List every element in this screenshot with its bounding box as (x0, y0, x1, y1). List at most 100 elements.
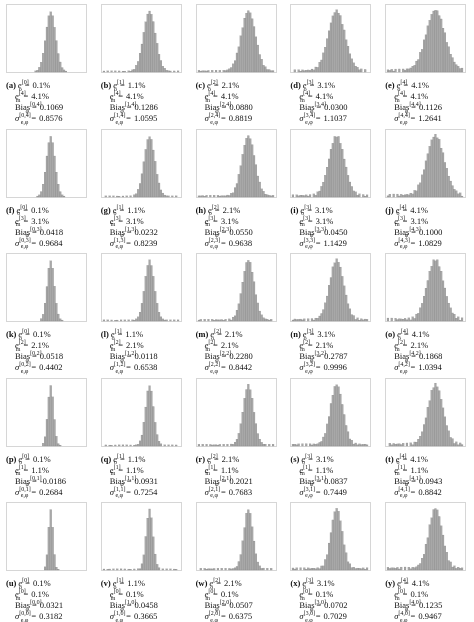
hist-bar (55, 40, 58, 73)
hist-bar (233, 60, 236, 73)
hist-bar (214, 319, 217, 322)
value: 3.1% (126, 215, 144, 226)
symbol: e (204, 91, 209, 101)
hist-bar (447, 175, 450, 197)
equals: = (307, 215, 313, 226)
hist-bar (256, 44, 259, 73)
equals: = (402, 91, 408, 101)
hist-bar (328, 158, 331, 197)
hist-bar (262, 567, 265, 571)
hist-bar (409, 67, 412, 73)
hist-bar (106, 319, 109, 322)
value: 0.2787 (324, 351, 348, 361)
hist-bar (316, 318, 320, 322)
hist-bar (140, 173, 143, 197)
equals: = (410, 113, 416, 123)
superscript: [4,4] (409, 102, 421, 109)
hist-bar (224, 195, 227, 197)
histogram (100, 128, 182, 198)
hist-bar (225, 194, 229, 197)
hist-bar (453, 188, 456, 197)
caption-line: σ[1,2]e,φ = 0.6538 (101, 362, 158, 375)
value: 0.1000 (418, 226, 443, 237)
subscript: e,φ (20, 119, 29, 126)
caption-line: σ[4,2]e,φ = 1.0394 (385, 362, 442, 375)
hist-bar (248, 12, 251, 73)
caption-line: e[1]m = 1.1% (290, 464, 347, 478)
value: 2.1% (126, 340, 144, 350)
caption-line: σ[4,3]e,φ = 1.0829 (385, 238, 442, 251)
plot-frame (195, 502, 277, 571)
hist-bar (358, 568, 361, 571)
symbol: e (394, 215, 398, 226)
equals: = (410, 611, 416, 621)
subscript: e,φ (115, 244, 124, 251)
caption: (c) e[2]o = 2.1% e[4]m = 4.1% Bias[2,4]φ = 0.0880… (196, 80, 253, 126)
symbol: σ (109, 237, 114, 248)
hist-bar (152, 536, 155, 571)
hist-bar (250, 144, 253, 197)
hist-bar (318, 315, 321, 322)
superscript: [2,1] (208, 486, 221, 493)
hist-bar (349, 181, 352, 197)
value: 0.8442 (228, 362, 253, 372)
symbol: e (299, 464, 304, 475)
equals: = (402, 589, 408, 599)
hist-bar (271, 194, 274, 197)
hist-bar (169, 319, 172, 322)
caption-line: e[4]m = 4.1% (290, 91, 347, 104)
histogram (100, 377, 182, 447)
hist-bar (311, 68, 314, 73)
equals: = (220, 486, 226, 497)
subscript: m (205, 97, 211, 104)
hist-bar (430, 517, 433, 571)
hist-bar (332, 142, 335, 197)
value: 1.1% (127, 453, 146, 464)
hist-bar (208, 194, 211, 197)
hist-bar (438, 266, 441, 322)
histogram (6, 253, 87, 322)
hist-bar (125, 195, 128, 197)
hist-bar (64, 70, 67, 73)
histogram (6, 502, 87, 571)
caption-line: σ[3,0]e,φ = 0.7029 (290, 611, 347, 622)
superscript: [1,1] (124, 475, 137, 482)
hist-bar (303, 70, 306, 73)
caption-line: e[1]m = 1.1% (101, 465, 158, 478)
hist-bar (148, 508, 151, 571)
subscript: φ (25, 482, 29, 489)
caption-line: Bias[3,3]φ = 0.0450 (290, 227, 347, 240)
equals: = (308, 453, 313, 464)
symbol: e (204, 215, 209, 226)
value: 0.1% (410, 589, 429, 599)
value: 2.1% (223, 578, 242, 588)
hist-bar (313, 443, 316, 446)
superscript: [2,2] (219, 351, 232, 358)
hist-bar (254, 553, 257, 571)
hist-bar (388, 568, 392, 571)
superscript: [2] (303, 340, 311, 347)
hist-bar (419, 435, 422, 446)
symbol: Bias (204, 351, 220, 361)
symbol: e (300, 204, 305, 215)
hist-bar (252, 154, 255, 197)
caption: (r) e[2]o = 2.1% e[1]m = 1.1% Bias[2,1]φ = 0.2021… (196, 454, 253, 500)
hist-bar (425, 544, 428, 571)
hist-bar (161, 66, 164, 73)
hist-bar (309, 193, 312, 197)
hist-bar (311, 568, 314, 571)
subscript: o (19, 335, 23, 342)
hist-bar (451, 437, 454, 446)
equals: = (221, 475, 227, 486)
hist-bar (453, 314, 456, 322)
symbol: σ (15, 611, 20, 621)
caption: (w) e[2]o = 2.1% e[0]m = 0.1% Bias[2,0]φ = 0.0507… (196, 578, 253, 622)
superscript: [1,3] (114, 237, 126, 244)
caption-line: (q) e[1]o = 1.1% (101, 453, 158, 467)
superscript: [2] (113, 340, 121, 347)
hist-bar (239, 554, 242, 571)
hist-bar (38, 67, 41, 73)
hist-bar (42, 314, 45, 322)
caption-line: e[3]m = 3.1% (290, 215, 347, 229)
hist-bar (415, 566, 418, 571)
